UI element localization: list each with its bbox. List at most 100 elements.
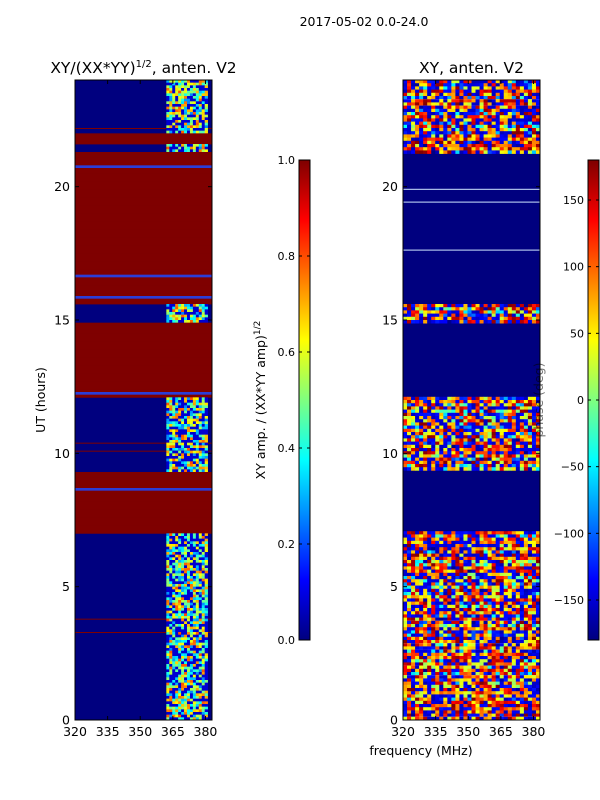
heatmap-cell	[189, 397, 194, 401]
heatmap-cell	[535, 576, 540, 580]
heatmap-cell	[455, 576, 460, 580]
heatmap-cell	[471, 560, 476, 564]
heatmap-cell	[166, 637, 170, 641]
heatmap-cell	[455, 102, 460, 106]
heatmap-cell	[531, 137, 537, 142]
heatmap-cell	[195, 85, 200, 89]
heatmap-cell	[189, 424, 194, 427]
heatmap-cell	[411, 608, 416, 612]
heatmap-cell	[181, 557, 185, 561]
heatmap-cell	[419, 588, 424, 593]
heatmap-cell	[527, 96, 533, 100]
heatmap-cell	[75, 357, 212, 361]
heatmap-cell	[523, 576, 529, 580]
heatmap-cell	[198, 589, 203, 593]
heatmap-cell	[189, 624, 194, 627]
heatmap-cell	[175, 717, 179, 720]
heatmap-cell	[181, 562, 185, 566]
heatmap-cell	[198, 645, 203, 649]
heatmap-cell	[523, 451, 529, 455]
heatmap-cell	[499, 579, 505, 583]
heatmap-cell	[467, 99, 472, 103]
heatmap-cell	[415, 144, 420, 148]
heatmap-cell	[172, 706, 176, 710]
heatmap-cell	[75, 392, 212, 396]
heatmap-cell	[487, 467, 492, 471]
heatmap-cell	[198, 653, 203, 657]
heatmap-cell	[204, 656, 208, 659]
heatmap-cell	[507, 444, 513, 449]
heatmap-cell	[198, 424, 203, 427]
heatmap-cell	[475, 316, 480, 321]
heatmap-cell	[451, 640, 456, 644]
heatmap-cell	[451, 425, 456, 430]
heatmap-cell	[419, 124, 424, 129]
heatmap-cell	[403, 550, 408, 554]
heatmap-cell	[198, 592, 203, 595]
heatmap-cell	[204, 434, 208, 438]
heatmap-cell	[499, 540, 505, 545]
heatmap-cell	[181, 120, 185, 123]
heatmap-cell	[166, 434, 170, 438]
heatmap-cell	[483, 115, 488, 119]
heatmap-cell	[431, 630, 436, 634]
heatmap-cell	[198, 437, 203, 441]
heatmap-cell	[527, 140, 533, 145]
heatmap-cell	[181, 554, 185, 558]
heatmap-cell	[471, 121, 476, 126]
heatmap-cell	[172, 112, 176, 115]
heatmap-cell	[515, 80, 521, 84]
heatmap-cell	[198, 466, 203, 470]
phase-panel-title: XY, anten. V2	[419, 59, 524, 77]
heatmap-cell	[181, 613, 185, 617]
heatmap-cell	[455, 582, 460, 586]
heatmap-cell	[204, 538, 208, 542]
heatmap-cell	[471, 604, 476, 609]
heatmap-cell	[435, 627, 440, 631]
heatmap-cell	[184, 440, 188, 443]
heatmap-cell	[471, 572, 476, 577]
heatmap-cell	[186, 605, 191, 609]
heatmap-cell	[447, 467, 452, 471]
heatmap-cell	[192, 314, 197, 318]
heatmap-cell	[181, 616, 185, 619]
heatmap-cell	[172, 674, 176, 678]
heatmap-cell	[435, 316, 440, 321]
heatmap-cell	[75, 218, 212, 222]
heatmap-cell	[447, 416, 452, 420]
heatmap-cell	[169, 672, 173, 675]
heatmap-cell	[507, 627, 513, 631]
heatmap-cell	[463, 553, 468, 558]
heatmap-cell	[169, 581, 173, 585]
heatmap-cell	[435, 121, 440, 126]
heatmap-cell	[192, 120, 197, 123]
heatmap-cell	[411, 604, 416, 609]
heatmap-cell	[491, 537, 496, 542]
heatmap-cell	[172, 600, 176, 603]
heatmap-cell	[463, 83, 468, 87]
heatmap-cell	[527, 304, 533, 308]
heatmap-cell	[435, 550, 440, 554]
heatmap-cell	[447, 313, 452, 318]
heatmap-cell	[475, 572, 480, 577]
heatmap-cell	[169, 429, 173, 433]
heatmap-cell	[447, 550, 452, 554]
heatmap-cell	[483, 608, 488, 612]
heatmap-cell	[463, 457, 468, 462]
heatmap-cell	[411, 118, 416, 122]
heatmap-cell	[427, 537, 432, 542]
heatmap-cell	[471, 620, 476, 625]
heatmap-cell	[419, 457, 424, 462]
heatmap-cell	[201, 418, 205, 422]
heatmap-cell	[455, 620, 460, 625]
heatmap-cell	[166, 429, 170, 433]
heatmap-cell	[455, 92, 460, 97]
heatmap-cell	[166, 597, 170, 601]
heatmap-cell	[195, 589, 200, 593]
heatmap-cell	[166, 682, 170, 686]
heatmap-cell	[491, 540, 496, 545]
heatmap-cell	[491, 444, 496, 449]
heatmap-cell	[198, 442, 203, 446]
heatmap-cell	[166, 320, 170, 323]
heatmap-cell	[192, 434, 197, 438]
